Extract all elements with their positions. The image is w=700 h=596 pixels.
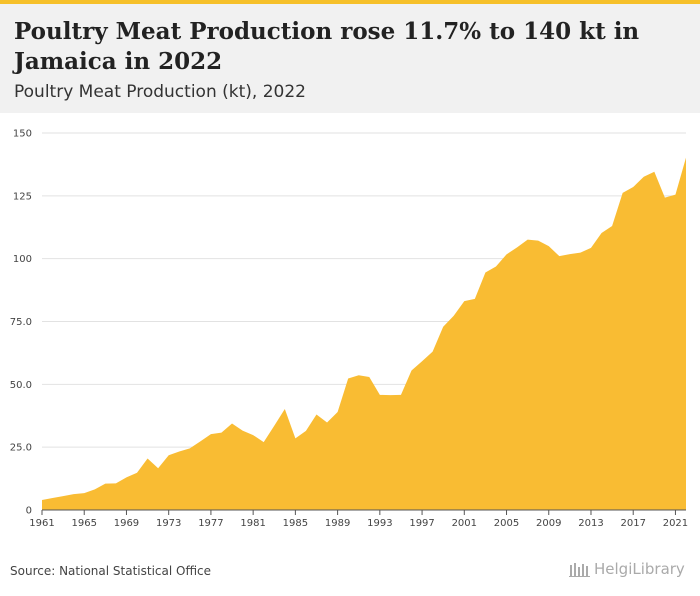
y-axis: 0 25.0 50.0 75.0 100 125 150 — [10, 129, 32, 517]
source-note: Source: National Statistical Office — [10, 564, 212, 578]
accent-bar — [0, 0, 700, 4]
chart-subtitle: Poultry Meat Production (kt), 2022 — [14, 82, 306, 102]
x-tick-label: 2013 — [578, 518, 603, 528]
x-tick-label: 1961 — [29, 518, 54, 528]
y-tick-label: 100 — [13, 254, 32, 265]
x-tick-label: 1969 — [114, 518, 139, 528]
y-tick-label: 75.0 — [10, 317, 32, 328]
helgi-library-logo[interactable]: HelgiLibrary — [569, 560, 685, 578]
library-building-icon — [569, 563, 590, 577]
x-tick-label: 2009 — [536, 518, 561, 528]
y-tick-label: 0 — [26, 506, 32, 517]
x-tick-label: 2017 — [620, 518, 645, 528]
y-tick-label: 125 — [13, 191, 32, 202]
x-tick-label: 1965 — [72, 518, 97, 528]
x-tick-label: 1973 — [156, 518, 181, 528]
x-tick-label: 2001 — [452, 518, 477, 528]
x-tick-label: 2005 — [494, 518, 519, 528]
x-tick-label: 1997 — [409, 518, 434, 528]
area-fill — [42, 157, 686, 510]
logo-text: HelgiLibrary — [594, 560, 685, 578]
y-tick-label: 25.0 — [10, 443, 32, 454]
chart-header: Poultry Meat Production rose 11.7% to 14… — [0, 4, 700, 113]
area-series — [42, 157, 686, 510]
x-tick-label: 1985 — [283, 518, 308, 528]
x-tick-label: 1989 — [325, 518, 350, 528]
y-tick-label: 50.0 — [10, 380, 32, 391]
x-tick-label: 1993 — [367, 518, 392, 528]
y-tick-label: 150 — [13, 129, 32, 140]
x-tick-label: 1981 — [240, 518, 265, 528]
x-tick-label: 2021 — [663, 518, 688, 528]
x-axis: 1961 1965 1969 1973 1977 1981 1985 1989 1993 1997… — [29, 509, 688, 528]
x-tick-label: 1977 — [198, 518, 223, 528]
chart-title: Poultry Meat Production rose 11.7% to 14… — [14, 18, 640, 75]
